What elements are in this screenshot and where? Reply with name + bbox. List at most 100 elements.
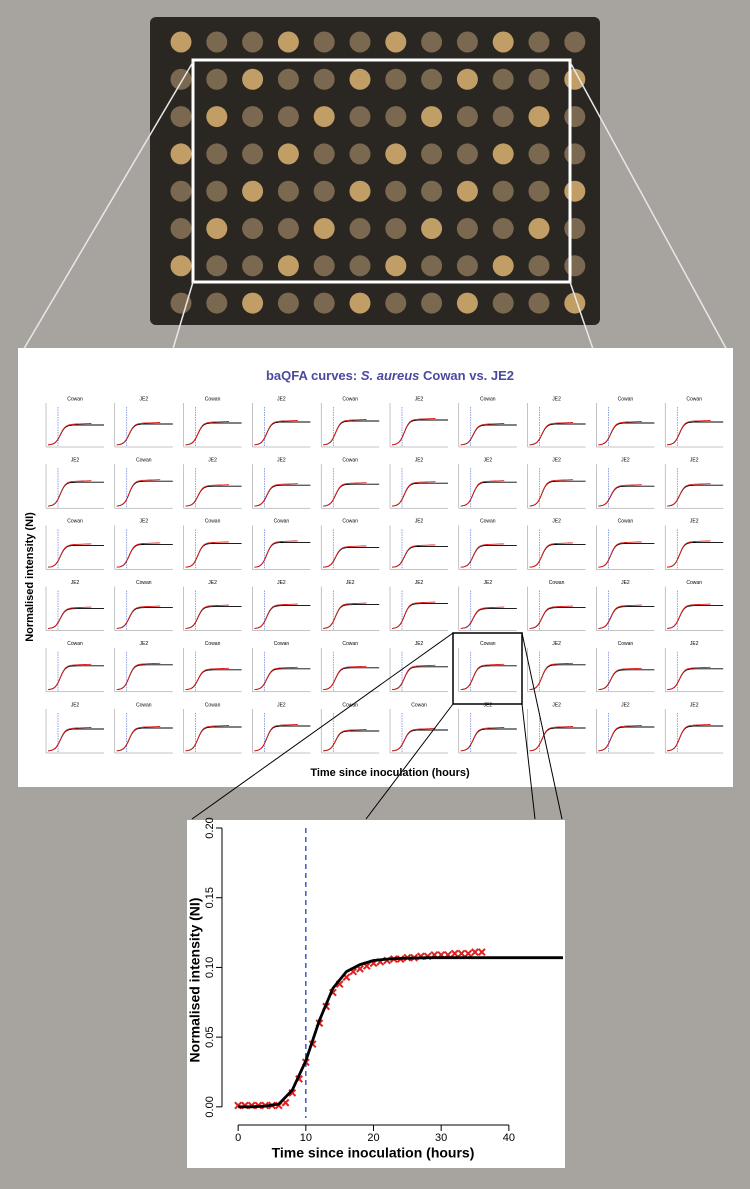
colony	[528, 68, 550, 90]
colony	[385, 31, 407, 53]
mini-axes	[596, 586, 655, 631]
colony	[421, 218, 443, 239]
panel-label: Cowan	[618, 519, 634, 525]
colony	[492, 143, 514, 165]
panel-label: JE2	[690, 641, 699, 647]
colony	[206, 180, 228, 202]
colony	[277, 218, 299, 239]
colony	[492, 292, 514, 314]
mini-axes	[114, 403, 173, 448]
panel-label: JE2	[690, 458, 699, 464]
mini-points	[116, 726, 161, 752]
colony	[277, 143, 299, 165]
connector	[171, 281, 194, 353]
mini-axes	[252, 525, 311, 570]
mini-points	[598, 484, 642, 507]
colony	[277, 106, 299, 128]
mini-points	[323, 602, 367, 629]
colony	[421, 180, 443, 202]
mini-axes	[45, 586, 104, 631]
mini-points	[529, 422, 573, 446]
colony	[385, 180, 407, 202]
colony	[170, 143, 192, 165]
mini-points	[47, 727, 92, 752]
mini-axes	[664, 586, 724, 631]
x-tick-label: 40	[503, 1132, 515, 1144]
colony	[206, 255, 228, 277]
colony	[492, 218, 514, 239]
mini-axes	[458, 647, 517, 693]
panel-label: JE2	[71, 580, 80, 586]
panel-label: JE2	[415, 396, 424, 402]
colony	[528, 292, 550, 314]
mini-points	[460, 727, 505, 752]
mini-axes	[664, 403, 724, 448]
panel-label: JE2	[346, 580, 355, 586]
x-tick-label: 30	[435, 1132, 447, 1144]
mini-axes	[45, 647, 104, 693]
mini-axes	[320, 525, 380, 570]
mini-axes	[45, 525, 104, 570]
colony	[385, 143, 407, 165]
colony	[206, 218, 228, 239]
mini-axes	[527, 647, 586, 693]
mini-axes	[252, 647, 311, 693]
colony	[170, 106, 192, 128]
mini-axes	[320, 647, 380, 693]
colony	[564, 143, 586, 165]
colony	[242, 292, 264, 314]
mini-axes	[252, 464, 311, 509]
panel-label: Cowan	[67, 641, 83, 647]
mini-points	[116, 542, 161, 568]
mini-points	[391, 544, 436, 568]
panel-label: Cowan	[411, 702, 427, 708]
colony	[456, 106, 478, 128]
mini-points	[391, 601, 436, 629]
point	[457, 949, 466, 958]
mini-axes	[389, 586, 448, 631]
colony	[456, 31, 478, 53]
mini-points	[47, 663, 92, 691]
colony	[421, 255, 443, 277]
mini-axes	[320, 464, 380, 509]
mini-axes	[45, 464, 104, 509]
plate-photo	[150, 17, 600, 325]
mini-points	[254, 603, 298, 629]
colony	[242, 255, 264, 277]
mini-axes	[183, 709, 242, 754]
colony	[277, 255, 299, 277]
y-tick-label: 0.15	[204, 887, 216, 908]
title-part: baQFA curves:	[266, 368, 361, 383]
mini-points	[667, 420, 711, 446]
zoom-box	[452, 632, 523, 705]
panel-label: JE2	[690, 519, 699, 525]
point	[464, 949, 473, 958]
colony	[170, 31, 192, 53]
colony	[385, 255, 407, 277]
colony	[385, 106, 407, 128]
colony	[456, 143, 478, 165]
connectors	[21, 61, 729, 353]
mini-points	[47, 423, 92, 446]
colony	[313, 106, 335, 128]
colony	[349, 292, 371, 314]
colony	[421, 31, 443, 53]
panel-label: Cowan	[205, 641, 221, 647]
mini-axes	[596, 709, 655, 754]
panel-label: Cowan	[136, 702, 152, 708]
colony	[349, 218, 371, 239]
mini-points	[667, 666, 711, 691]
mini-points	[391, 728, 436, 752]
mini-axes	[458, 464, 517, 509]
mini-points	[323, 419, 367, 446]
colony	[456, 180, 478, 202]
colony	[313, 218, 335, 239]
panel-label: Cowan	[205, 396, 221, 402]
colony	[313, 68, 335, 90]
panel-label: Cowan	[136, 458, 152, 464]
panel-label: JE2	[483, 702, 492, 708]
plate-selection	[191, 58, 572, 284]
panel-label: Cowan	[342, 458, 358, 464]
colony	[277, 180, 299, 202]
